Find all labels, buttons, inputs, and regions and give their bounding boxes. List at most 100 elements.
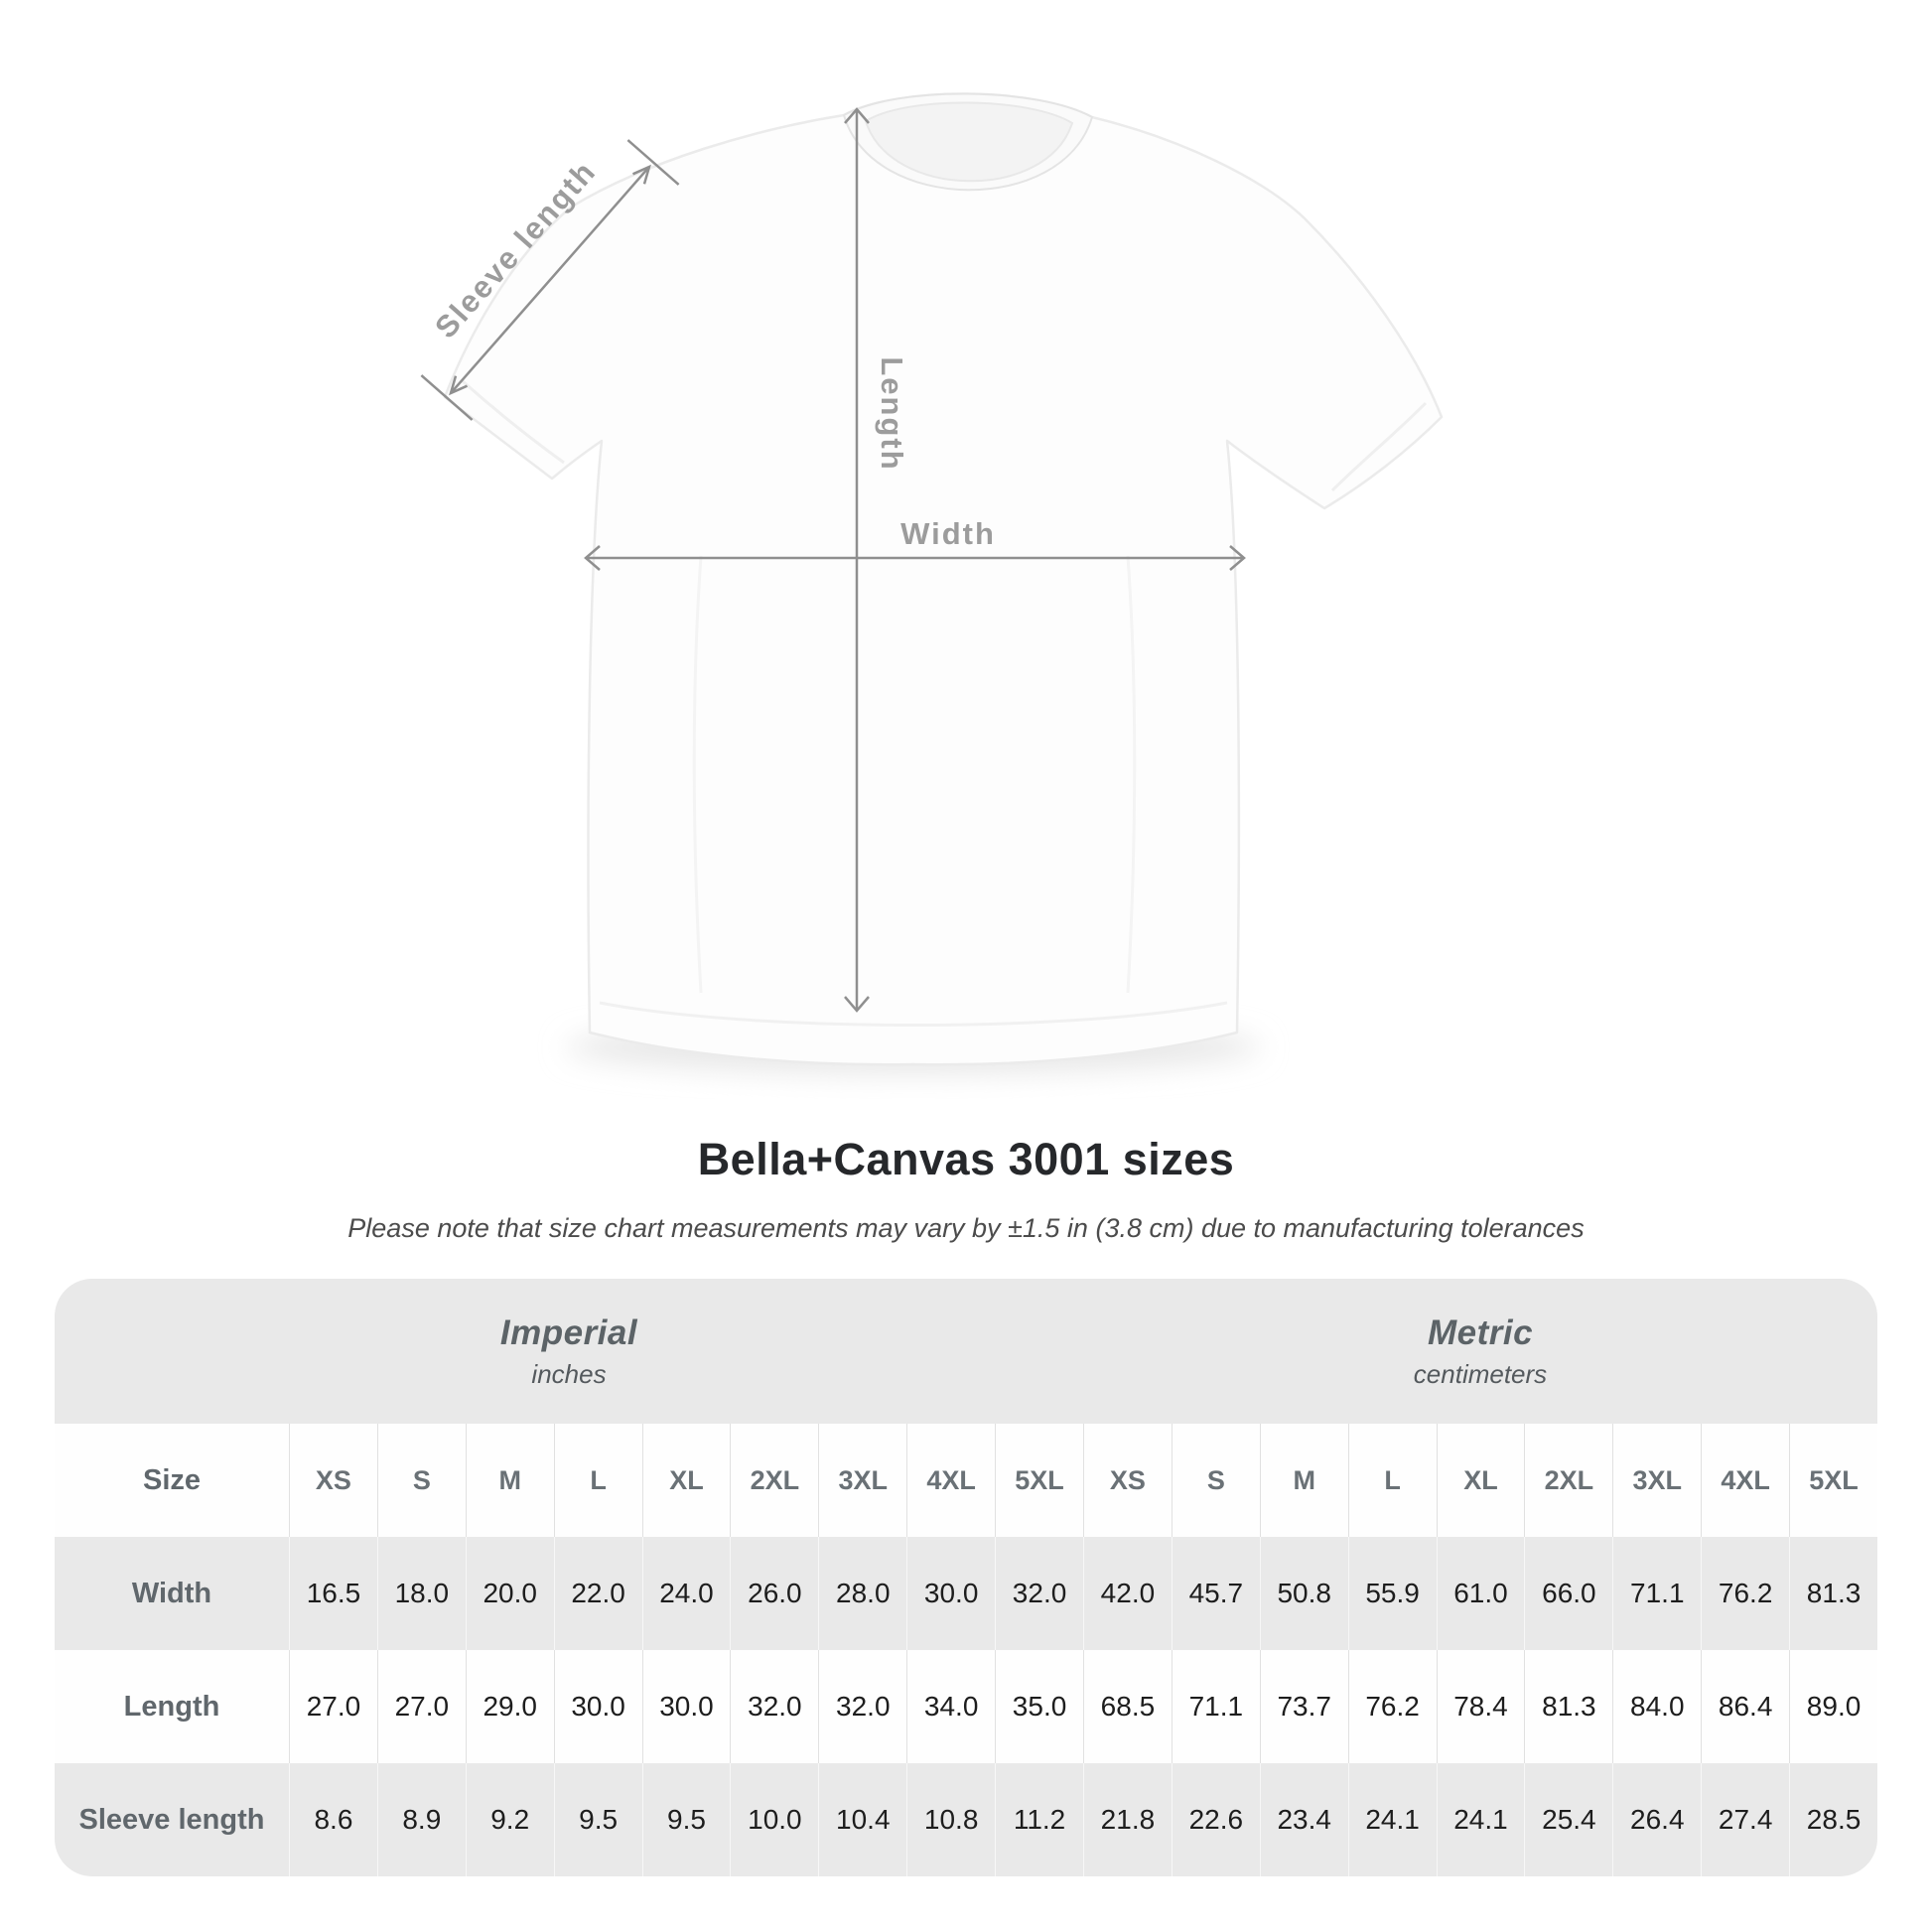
imperial-unit: inches	[531, 1358, 607, 1389]
table-row: Length 27.0 27.0 29.0 30.0 30.0 32.0 32.0 34.0 35…	[55, 1650, 1877, 1763]
table-cell: 34.0	[906, 1650, 995, 1763]
size-col-header: XS	[1082, 1424, 1172, 1537]
tshirt-right-cuff-seam	[1330, 401, 1428, 492]
table-cell: 68.5	[1082, 1650, 1172, 1763]
imperial-header: Imperial inches	[55, 1279, 1083, 1424]
table-cell: 22.0	[553, 1537, 642, 1650]
table-cell: 8.9	[376, 1763, 466, 1876]
table-cell: 45.7	[1171, 1537, 1260, 1650]
table-cell: 32.0	[818, 1650, 906, 1763]
table-cell: 9.2	[465, 1763, 554, 1876]
table-cell: 26.0	[730, 1537, 818, 1650]
table-cell: 78.4	[1436, 1650, 1525, 1763]
sleeve-length-arrow	[420, 139, 680, 421]
table-cell: 18.0	[376, 1537, 466, 1650]
row-label: Width	[131, 1577, 212, 1609]
table-cell: 24.0	[641, 1537, 731, 1650]
table-cell: 10.4	[818, 1763, 906, 1876]
table-cell: 30.0	[906, 1537, 995, 1650]
size-col-header: 2XL	[730, 1424, 818, 1537]
table-cell: 27.4	[1701, 1763, 1789, 1876]
size-col-header: 4XL	[1701, 1424, 1789, 1537]
table-cell: 35.0	[995, 1650, 1083, 1763]
metric-unit: centimeters	[1413, 1358, 1548, 1389]
table-cell: 10.0	[730, 1763, 818, 1876]
table-cell: 23.4	[1259, 1763, 1348, 1876]
size-col-header: S	[1171, 1424, 1260, 1537]
size-col-header: 3XL	[1612, 1424, 1701, 1537]
table-cell: 11.2	[995, 1763, 1083, 1876]
table-cell: 42.0	[1082, 1537, 1172, 1650]
table-row: Sleeve length 8.6 8.9 9.2 9.5 9.5 10.0 10.4 10.8…	[55, 1763, 1877, 1876]
table-cell: 76.2	[1701, 1537, 1789, 1650]
table-cell: 66.0	[1524, 1537, 1612, 1650]
size-header-label: Size	[142, 1463, 202, 1496]
unit-header-band: Imperial inches Metric centimeters	[55, 1279, 1877, 1424]
table-cell: 73.7	[1259, 1650, 1348, 1763]
imperial-label: Imperial	[499, 1312, 638, 1352]
size-col-header: 2XL	[1524, 1424, 1612, 1537]
table-cell: 9.5	[553, 1763, 642, 1876]
table-cell: 81.3	[1789, 1537, 1877, 1650]
size-col-header: 4XL	[906, 1424, 995, 1537]
width-arrow	[584, 545, 1246, 571]
size-col-header: M	[465, 1424, 554, 1537]
size-col-header: M	[1259, 1424, 1348, 1537]
page-title: Bella+Canvas 3001 sizes	[697, 1134, 1235, 1184]
table-cell: 32.0	[730, 1650, 818, 1763]
table-cell: 8.6	[289, 1763, 377, 1876]
table-cell: 55.9	[1347, 1537, 1437, 1650]
size-table: Imperial inches Metric centimeters Size …	[55, 1279, 1877, 1876]
table-cell: 61.0	[1436, 1537, 1525, 1650]
table-cell: 81.3	[1524, 1650, 1612, 1763]
table-cell: 76.2	[1347, 1650, 1437, 1763]
table-cell: 22.6	[1171, 1763, 1260, 1876]
size-col-header: 5XL	[1789, 1424, 1877, 1537]
size-col-header: 5XL	[995, 1424, 1083, 1537]
table-cell: 24.1	[1436, 1763, 1525, 1876]
table-row: Width 16.5 18.0 20.0 22.0 24.0 26.0 28.0 30.0 32.…	[55, 1537, 1877, 1650]
width-label: Width	[900, 516, 996, 551]
size-col-header: XS	[289, 1424, 377, 1537]
table-cell: 71.1	[1171, 1650, 1260, 1763]
length-arrow	[844, 107, 870, 1013]
metric-header: Metric centimeters	[1083, 1279, 1877, 1424]
tshirt-left-cuff-seam	[462, 379, 565, 465]
table-cell: 50.8	[1259, 1537, 1348, 1650]
table-cell: 89.0	[1789, 1650, 1877, 1763]
size-col-header: S	[376, 1424, 466, 1537]
tshirt-wrinkle-left	[692, 555, 703, 994]
table-cell: 21.8	[1082, 1763, 1172, 1876]
table-cell: 9.5	[641, 1763, 731, 1876]
table-cell: 10.8	[906, 1763, 995, 1876]
size-col-header: XL	[1436, 1424, 1525, 1537]
size-col-header: L	[553, 1424, 642, 1537]
table-cell: 24.1	[1347, 1763, 1437, 1876]
tshirt-hem-seam	[599, 1001, 1228, 1027]
metric-label: Metric	[1427, 1312, 1534, 1352]
table-cell: 86.4	[1701, 1650, 1789, 1763]
table-cell: 29.0	[465, 1650, 554, 1763]
table-cell: 32.0	[995, 1537, 1083, 1650]
size-col-header: 3XL	[818, 1424, 906, 1537]
table-cell: 27.0	[376, 1650, 466, 1763]
row-label: Sleeve length	[78, 1803, 265, 1836]
table-cell: 27.0	[289, 1650, 377, 1763]
size-col-header: L	[1347, 1424, 1437, 1537]
table-cell: 28.5	[1789, 1763, 1877, 1876]
row-label: Length	[123, 1690, 220, 1723]
tshirt-image	[443, 92, 1444, 1066]
table-cell: 26.4	[1612, 1763, 1701, 1876]
table-cell: 28.0	[818, 1537, 906, 1650]
tshirt-measurement-diagram: Length Width Sleeve length	[420, 92, 1444, 1073]
table-cell: 16.5	[289, 1537, 377, 1650]
tshirt-collar-opening	[864, 101, 1074, 183]
table-cell: 84.0	[1612, 1650, 1701, 1763]
tshirt-wrinkle-right	[1126, 555, 1137, 994]
table-cell: 20.0	[465, 1537, 554, 1650]
length-label: Length	[875, 356, 909, 471]
page-subtitle: Please note that size chart measurements…	[347, 1213, 1585, 1243]
size-header-row: Size XS S M L XL 2XL 3XL 4XL 5XL XS S M L XL 2XL 3XL 4XL…	[55, 1424, 1877, 1537]
table-cell: 30.0	[641, 1650, 731, 1763]
table-cell: 71.1	[1612, 1537, 1701, 1650]
